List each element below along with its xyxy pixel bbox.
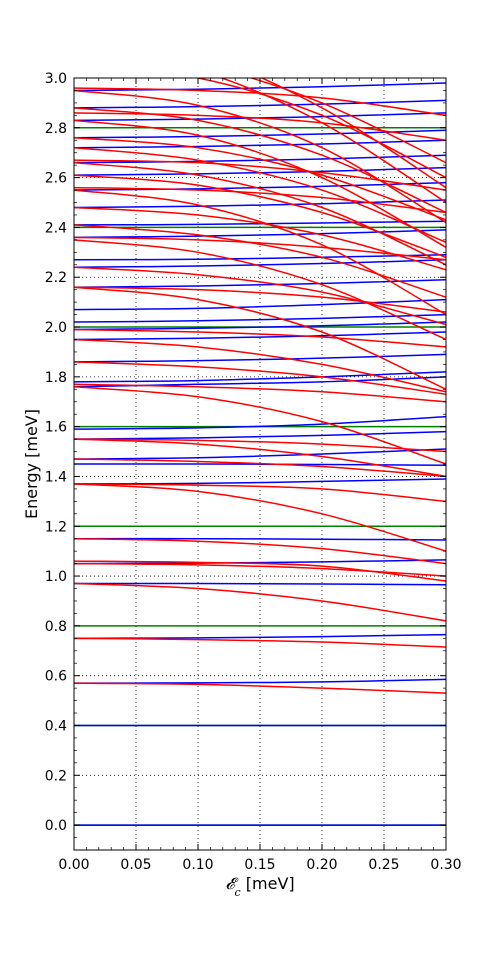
blue-energy-level-line — [74, 415, 446, 430]
red-energy-level-line — [74, 266, 446, 326]
blue-energy-level-line — [74, 139, 446, 149]
red-energy-level-line — [74, 174, 446, 259]
red-energy-level-line — [74, 112, 446, 142]
x-tick-label: 0.20 — [306, 857, 337, 873]
x-tick-label: 0.15 — [244, 857, 275, 873]
red-energy-level-line — [74, 89, 446, 224]
plot-frame — [73, 77, 447, 851]
red-energy-level-line — [74, 537, 446, 565]
y-tick-label: 1.2 — [45, 519, 67, 535]
x-tick-label: 0.25 — [368, 857, 399, 873]
y-tick-label: 2.6 — [45, 171, 67, 187]
blue-energy-level-line — [74, 313, 446, 323]
y-tick-label: 2.4 — [45, 220, 67, 236]
blue-energy-level-line — [74, 298, 446, 311]
y-tick-label: 0.2 — [45, 768, 67, 784]
x-tick-label: 0.10 — [182, 857, 213, 873]
red-energy-level-line — [260, 78, 446, 189]
blue-energy-level-line — [74, 181, 446, 191]
blue-energy-level-line — [74, 229, 446, 239]
blue-energy-level-line — [74, 254, 446, 261]
red-energy-level-line — [74, 137, 446, 221]
red-energy-level-line — [74, 206, 446, 271]
y-tick-label: 1.0 — [45, 569, 67, 585]
red-energy-level-line — [74, 186, 446, 214]
blue-energy-level-line — [74, 199, 446, 209]
y-tick-label: 2.2 — [45, 270, 67, 286]
red-energy-level-line — [74, 107, 446, 214]
red-energy-level-line — [74, 239, 446, 341]
x-tick-label: 0.00 — [58, 857, 89, 873]
red-energy-level-line — [74, 582, 446, 622]
red-energy-level-line — [74, 286, 446, 390]
red-energy-level-line — [74, 682, 446, 694]
red-energy-level-line — [74, 159, 446, 191]
red-energy-level-line — [74, 458, 446, 478]
blue-energy-level-line — [74, 278, 446, 288]
blue-energy-level-line — [74, 82, 446, 92]
y-tick-label: 1.6 — [45, 420, 67, 436]
red-energy-level-line — [74, 383, 446, 403]
blue-energy-level-line — [74, 331, 446, 341]
red-energy-level-line — [74, 119, 446, 248]
y-tick-label: 0.8 — [45, 619, 67, 635]
red-energy-level-line — [74, 189, 446, 316]
red-energy-level-line — [74, 361, 446, 396]
red-energy-level-line — [74, 637, 446, 648]
x-tick-label: 0.05 — [120, 857, 151, 873]
red-energy-level-line — [74, 161, 446, 266]
y-axis-label: Energy [meV] — [22, 409, 41, 519]
y-tick-label: 1.8 — [45, 370, 67, 386]
y-tick-label: 1.4 — [45, 469, 67, 485]
y-tick-label: 0.4 — [45, 718, 67, 734]
blue-energy-level-line — [74, 371, 446, 383]
y-tick-label: 0.0 — [45, 818, 67, 834]
red-energy-level-line — [74, 224, 446, 298]
blue-energy-level-line — [74, 321, 446, 331]
x-tick-label: 0.30 — [430, 857, 461, 873]
blue-energy-level-line — [74, 259, 446, 269]
series-group — [74, 78, 446, 826]
y-tick-label: 2.0 — [45, 320, 67, 336]
red-energy-level-line — [74, 146, 446, 244]
red-energy-level-line — [74, 328, 446, 348]
y-tick-label: 3.0 — [45, 71, 67, 87]
y-tick-label: 0.6 — [45, 669, 67, 685]
blue-energy-level-line — [74, 537, 446, 541]
red-energy-level-line — [74, 438, 446, 478]
blue-energy-level-line — [74, 99, 446, 109]
red-energy-level-line — [74, 286, 446, 313]
blue-energy-level-line — [74, 353, 446, 363]
red-energy-level-line — [74, 438, 446, 453]
red-energy-level-line — [74, 562, 446, 577]
y-tick-label: 2.8 — [45, 121, 67, 137]
red-energy-level-line — [74, 560, 446, 582]
red-energy-level-line — [74, 483, 446, 503]
tick-labels: 0.00 0.05 0.10 0.15 0.20 0.25 0.30 0.0 0.2 0.4 0.6… — [45, 71, 462, 873]
red-energy-level-line — [74, 386, 446, 465]
blue-energy-level-line — [74, 448, 446, 460]
blue-energy-level-line — [74, 582, 446, 586]
blue-energy-level-line — [74, 154, 446, 164]
red-energy-level-line — [74, 338, 446, 393]
red-energy-level-line — [74, 483, 446, 552]
red-energy-level-line — [219, 78, 446, 204]
blue-energy-level-line — [74, 430, 446, 440]
